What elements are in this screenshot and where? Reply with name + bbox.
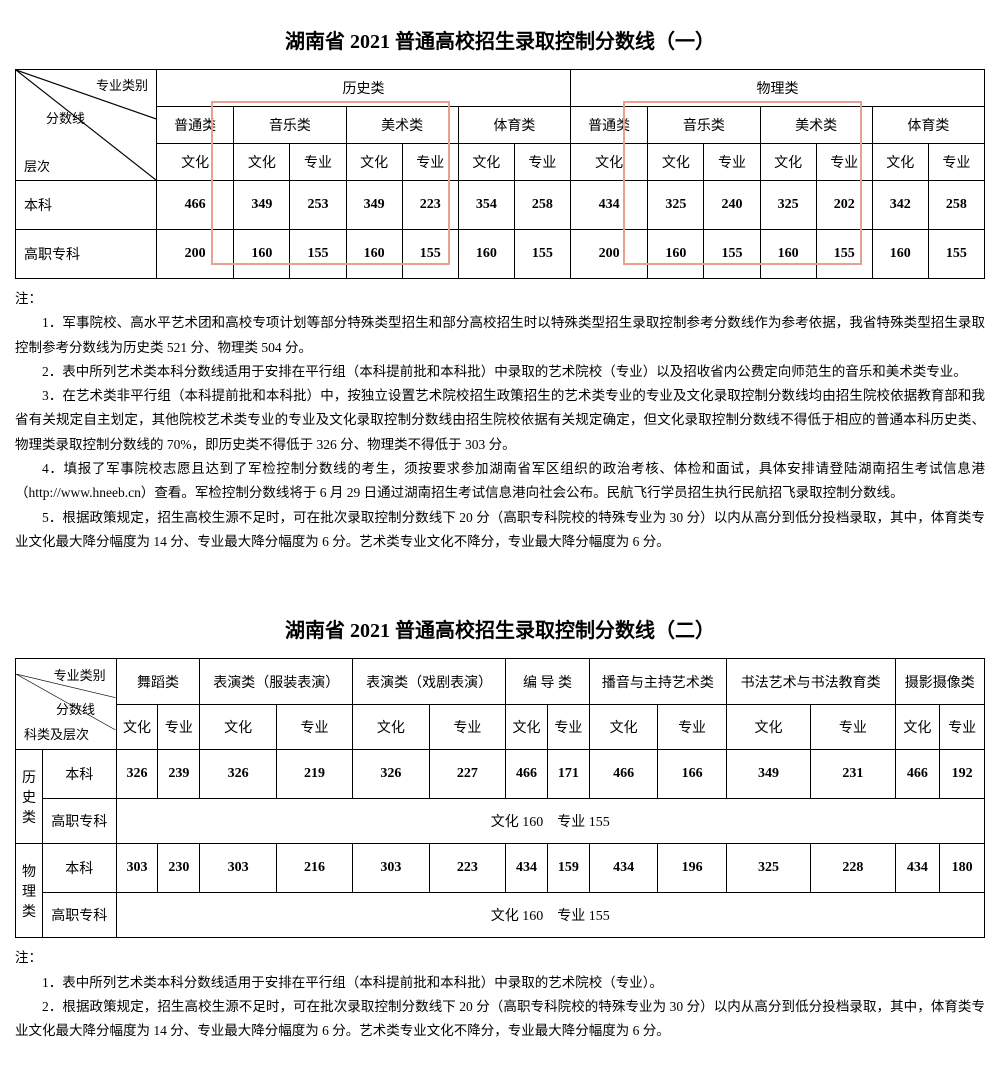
note-item: 2．表中所列艺术类本科分数线适用于安排在平行组（本科提前批和本科批）中录取的艺术… (15, 360, 985, 384)
note-item: 1．军事院校、高水平艺术团和高校专项计划等部分特殊类型招生和部分高校招生时以特殊… (15, 311, 985, 360)
diag-top: 专业类别 (96, 75, 148, 94)
sub-normal-h: 普通类 (157, 107, 234, 144)
note-item: 2．根据政策规定，招生高校生源不足时，可在批次录取控制分数线下 20 分（高职专… (15, 995, 985, 1044)
table2-hist-bk: 历史类 本科 326239 326219 326227 466171 46616… (16, 750, 985, 799)
table2: 专业类别 分数线 科类及层次 舞蹈类 表演类（服装表演） 表演类（戏剧表演） 编… (15, 658, 985, 938)
table2-hist-zk: 高职专科 文化 160 专业 155 (16, 799, 985, 844)
group-physics: 物理类 (570, 70, 984, 107)
cat-header: 舞蹈类 (116, 659, 200, 705)
sub-music-h: 音乐类 (234, 107, 346, 144)
table2-subheader: 文化专业 文化专业 文化专业 文化专业 文化专业 文化专业 文化专业 (16, 704, 985, 750)
table1-row-zk: 高职专科 200 160 155 160 155 160 155 200 160… (16, 230, 985, 279)
diag-bot: 层次 (24, 156, 50, 175)
note-item: 4．填报了军事院校志愿且达到了军检控制分数线的考生，须按要求参加湖南省军区组织的… (15, 457, 985, 506)
diag2-bot: 科类及层次 (24, 724, 89, 743)
table1-container: 专业类别 分数线 层次 历史类 物理类 普通类 音乐类 美术类 体育类 普通类 … (15, 69, 985, 279)
sub-art-p: 美术类 (760, 107, 872, 144)
diag2-top: 专业类别 (54, 665, 106, 684)
sub-normal-p: 普通类 (570, 107, 647, 144)
table1-subheader: 文化 文化 专业 文化 专业 文化 专业 文化 文化 专业 文化 专业 文化 专… (16, 144, 985, 181)
table2-phys-zk: 高职专科 文化 160 专业 155 (16, 893, 985, 938)
table2-phys-bk: 物理类 本科 303230 303216 303223 434159 43419… (16, 844, 985, 893)
notes-label: 注： (15, 287, 985, 311)
table2-title: 湖南省 2021 普通高校招生录取控制分数线（二） (15, 614, 985, 643)
cat-header: 书法艺术与书法教育类 (726, 659, 895, 705)
sub-sport-h: 体育类 (458, 107, 570, 144)
table2-notes: 注： 1．表中所列艺术类本科分数线适用于安排在平行组（本科提前批和本科批）中录取… (15, 946, 985, 1043)
cat-header: 编 导 类 (506, 659, 590, 705)
table1-row-bk: 本科 466 349 253 349 223 354 258 434 325 2… (16, 181, 985, 230)
cat-header: 摄影摄像类 (895, 659, 985, 705)
cat-header: 表演类（服装表演） (200, 659, 353, 705)
table1: 专业类别 分数线 层次 历史类 物理类 普通类 音乐类 美术类 体育类 普通类 … (15, 69, 985, 279)
table1-title: 湖南省 2021 普通高校招生录取控制分数线（一） (15, 25, 985, 54)
cat-header: 播音与主持艺术类 (589, 659, 726, 705)
notes-label: 注： (15, 946, 985, 970)
note-item: 3．在艺术类非平行组（本科提前批和本科批）中，按独立设置艺术院校招生政策招生的艺… (15, 384, 985, 457)
note-item: 5．根据政策规定，招生高校生源不足时，可在批次录取控制分数线下 20 分（高职专… (15, 506, 985, 555)
diag-mid: 分数线 (46, 108, 85, 127)
table1-diag-header: 专业类别 分数线 层次 (16, 70, 157, 181)
table2-diag-header: 专业类别 分数线 科类及层次 (16, 659, 117, 750)
group-history: 历史类 (157, 70, 571, 107)
sub-art-h: 美术类 (346, 107, 458, 144)
diag2-mid: 分数线 (56, 699, 95, 718)
sub-sport-p: 体育类 (872, 107, 984, 144)
sub-music-p: 音乐类 (648, 107, 760, 144)
cat-header: 表演类（戏剧表演） (353, 659, 506, 705)
table1-notes: 注： 1．军事院校、高水平艺术团和高校专项计划等部分特殊类型招生和部分高校招生时… (15, 287, 985, 554)
note-item: 1．表中所列艺术类本科分数线适用于安排在平行组（本科提前批和本科批）中录取的艺术… (15, 971, 985, 995)
